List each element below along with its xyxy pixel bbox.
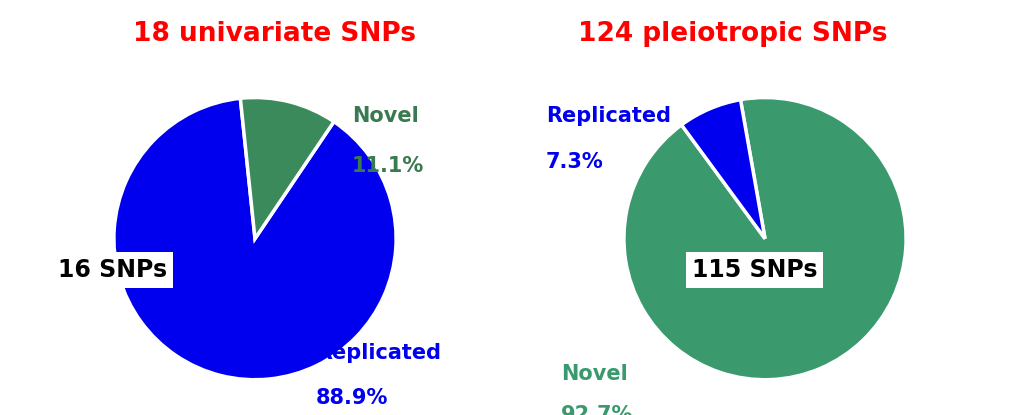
- Text: Replicated: Replicated: [316, 343, 441, 363]
- Wedge shape: [681, 100, 764, 239]
- Text: Novel: Novel: [560, 364, 627, 383]
- Text: 88.9%: 88.9%: [316, 388, 388, 408]
- Text: 124 pleiotropic SNPs: 124 pleiotropic SNPs: [578, 21, 887, 47]
- Text: 7.3%: 7.3%: [545, 152, 603, 172]
- Wedge shape: [114, 98, 395, 380]
- Text: 115 SNPs: 115 SNPs: [691, 258, 817, 282]
- Text: 16 SNPs: 16 SNPs: [58, 258, 166, 282]
- Text: Replicated: Replicated: [545, 106, 671, 126]
- Text: 92.7%: 92.7%: [560, 405, 633, 415]
- Wedge shape: [240, 98, 333, 239]
- Text: Novel: Novel: [352, 106, 418, 126]
- Text: 18 univariate SNPs: 18 univariate SNPs: [132, 21, 415, 47]
- Wedge shape: [624, 98, 905, 380]
- Text: 11.1%: 11.1%: [352, 156, 424, 176]
